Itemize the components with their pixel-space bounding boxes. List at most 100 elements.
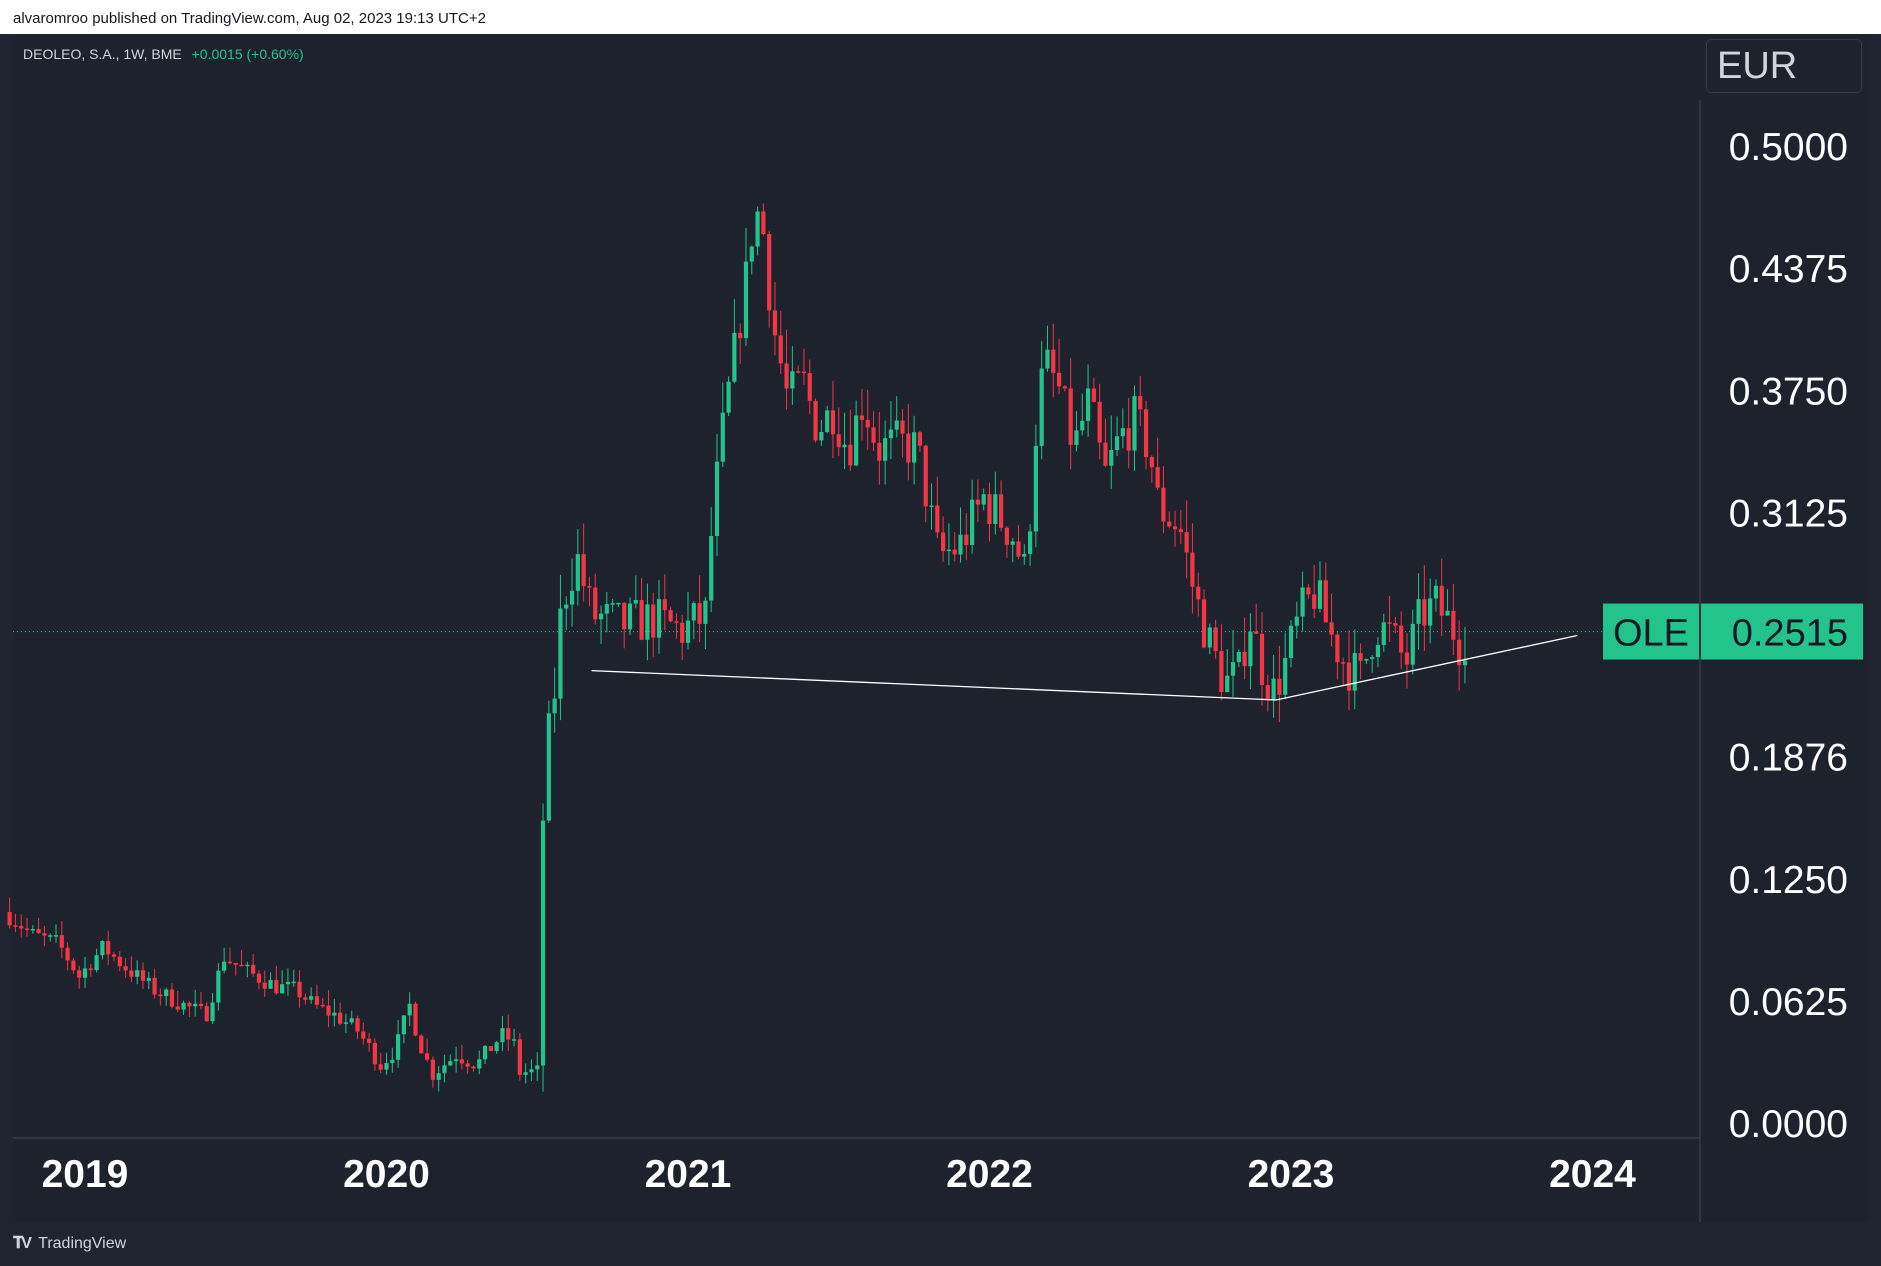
candle-body bbox=[558, 608, 563, 699]
candle-body bbox=[1085, 388, 1091, 421]
candle-body bbox=[1022, 553, 1027, 557]
candle-body bbox=[210, 1002, 215, 1022]
candle-body bbox=[709, 536, 714, 601]
candle-body bbox=[1236, 651, 1241, 663]
candle-body bbox=[367, 1038, 372, 1043]
candle-body bbox=[1201, 599, 1207, 648]
candle-body bbox=[1120, 428, 1125, 437]
candle-body bbox=[767, 234, 772, 311]
chart-area[interactable] bbox=[13, 34, 1868, 1222]
candle-body bbox=[749, 246, 754, 262]
candle-body bbox=[152, 977, 157, 995]
candle-body bbox=[146, 977, 151, 981]
x-tick-label: 2019 bbox=[42, 1153, 129, 1196]
candle-body bbox=[1306, 587, 1311, 595]
candle-body bbox=[1387, 622, 1392, 624]
candle-body bbox=[1364, 658, 1369, 661]
candle-body bbox=[268, 980, 273, 989]
candle-body bbox=[1242, 651, 1247, 667]
candle-body bbox=[59, 935, 64, 948]
candle-body bbox=[309, 996, 314, 1000]
candle-body bbox=[1167, 521, 1172, 527]
candle-body bbox=[436, 1073, 441, 1080]
candle-body bbox=[326, 1005, 331, 1016]
candle-body bbox=[465, 1063, 470, 1067]
candle-body bbox=[1184, 532, 1189, 553]
x-tick-label: 2021 bbox=[645, 1153, 732, 1196]
candle-body bbox=[71, 960, 76, 971]
candle-body bbox=[1056, 372, 1062, 387]
candle-body bbox=[1433, 585, 1439, 599]
candle-body bbox=[413, 1003, 418, 1036]
candle-body bbox=[784, 363, 789, 389]
candle-body bbox=[175, 1006, 180, 1010]
candle-body bbox=[459, 1059, 464, 1064]
candle-body bbox=[1114, 436, 1120, 450]
candle-body bbox=[1004, 527, 1009, 545]
candle-body bbox=[384, 1063, 389, 1070]
candle-body bbox=[523, 1072, 528, 1075]
candle-body bbox=[738, 332, 743, 339]
candle-body bbox=[674, 621, 679, 623]
candle-body bbox=[1265, 685, 1270, 701]
candle-body bbox=[1399, 625, 1404, 653]
candle-body bbox=[1091, 388, 1096, 402]
brand-label: TradingView bbox=[38, 1235, 127, 1252]
candle-body bbox=[888, 429, 894, 439]
publish-info: alvaromroo published on TradingView.com,… bbox=[13, 10, 486, 27]
candle-body bbox=[274, 980, 279, 994]
candle-body bbox=[952, 549, 957, 555]
candle-body bbox=[569, 590, 575, 605]
candles bbox=[7, 203, 1468, 1092]
candle-body bbox=[88, 968, 93, 971]
candle-body bbox=[1294, 616, 1299, 626]
candle-body bbox=[314, 996, 320, 1005]
candle-body bbox=[1045, 349, 1050, 369]
y-tick-label: 0.0625 bbox=[1729, 981, 1848, 1024]
candle-body bbox=[1277, 678, 1282, 695]
candle-body bbox=[854, 415, 859, 466]
candle-body bbox=[262, 982, 267, 989]
trendlines bbox=[591, 634, 1578, 701]
candle-body bbox=[941, 532, 946, 552]
candle-body bbox=[245, 964, 250, 967]
candle-body bbox=[714, 461, 720, 537]
candle-body bbox=[778, 335, 783, 364]
candle-body bbox=[361, 1031, 366, 1039]
candle-body bbox=[1445, 610, 1450, 616]
y-tick-label: 0.3125 bbox=[1729, 492, 1848, 535]
candle-body bbox=[372, 1042, 378, 1065]
candle-body bbox=[227, 961, 233, 964]
ticker-label-box bbox=[1603, 603, 1699, 660]
candle-body bbox=[1213, 627, 1218, 652]
symbol-legend[interactable]: DEOLEO, S.A., 1W, BME +0.0015 (+0.60%) bbox=[23, 46, 304, 62]
candle-body bbox=[1132, 396, 1137, 451]
candle-body bbox=[813, 400, 818, 441]
candle-body bbox=[772, 310, 778, 336]
candle-body bbox=[680, 622, 685, 643]
tradingview-brand[interactable]: 𝐓V TradingView bbox=[13, 1235, 126, 1253]
candle-body bbox=[401, 1015, 406, 1035]
currency-button[interactable]: EUR bbox=[1706, 39, 1862, 93]
candle-body bbox=[303, 997, 308, 1000]
candle-body bbox=[1109, 449, 1114, 466]
candle-body bbox=[1300, 587, 1305, 617]
candle-body bbox=[338, 1012, 343, 1024]
candle-body bbox=[975, 499, 981, 505]
candle-body bbox=[1254, 631, 1259, 634]
candle-body bbox=[929, 505, 934, 508]
candle-body bbox=[593, 587, 598, 620]
candle-body bbox=[1062, 386, 1067, 389]
candle-body bbox=[1126, 428, 1131, 451]
candle-body bbox=[1428, 598, 1433, 626]
candle-body bbox=[1375, 644, 1381, 658]
candle-body bbox=[964, 534, 969, 546]
candle-body bbox=[500, 1028, 505, 1043]
candle-body bbox=[164, 989, 169, 997]
candle-body bbox=[575, 554, 580, 591]
candle-body bbox=[1033, 445, 1038, 532]
candle-body bbox=[24, 928, 30, 930]
footer: 𝐓V TradingView bbox=[0, 1222, 1881, 1266]
x-tick-label: 2022 bbox=[946, 1153, 1033, 1196]
